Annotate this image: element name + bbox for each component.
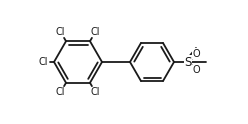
Text: Cl: Cl [91,27,100,37]
Text: Cl: Cl [38,57,48,67]
Text: Cl: Cl [56,27,65,37]
Text: O: O [193,49,200,59]
Text: Cl: Cl [56,87,65,97]
Text: Cl: Cl [91,87,100,97]
Text: S: S [184,56,192,68]
Text: O: O [193,65,200,75]
